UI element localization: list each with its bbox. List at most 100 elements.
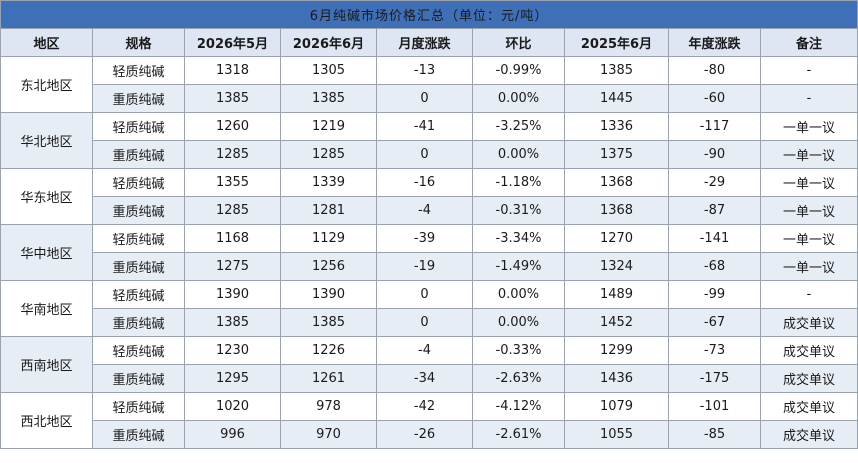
note-cell: - [759,56,858,85]
may-2026-cell: 1390 [184,280,281,309]
table-row: 重质纯碱 996 970 -26 -2.61% 1055 -85 成交单议 [1,420,858,449]
jun-2025-cell: 1368 [564,196,669,225]
yearly-change-cell: -175 [668,364,761,393]
table-row: 西南地区 轻质纯碱 1230 1226 -4 -0.33% 1299 -73 成交单议 [0,336,858,393]
monthly-change-cell: -19 [376,252,473,281]
mom-cell: -4.12% [472,392,565,421]
table-title-row: 6月纯碱市场价格汇总（单位：元/吨） [0,0,858,29]
jun-2025-cell: 1299 [564,336,669,365]
note-cell: 成交单议 [759,420,858,449]
yearly-change-cell: -68 [668,252,761,281]
note-cell: - [759,84,858,113]
yearly-change-cell: -90 [668,140,761,169]
col-header-spec: 规格 [92,28,185,57]
may-2026-cell: 1230 [184,336,281,365]
yearly-change-cell: -99 [668,280,761,309]
jun-2025-cell: 1445 [564,84,669,113]
yearly-change-cell: -87 [668,196,761,225]
mom-cell: -3.34% [472,224,565,253]
spec-cell: 重质纯碱 [92,364,185,393]
monthly-change-cell: -41 [376,112,473,141]
mom-cell: 0.00% [472,140,565,169]
mom-cell: 0.00% [472,308,565,337]
mom-cell: -0.31% [472,196,565,225]
yearly-change-cell: -85 [668,420,761,449]
jun-2025-cell: 1336 [564,112,669,141]
jun-2025-cell: 1324 [564,252,669,281]
table-row: 华北地区 轻质纯碱 1260 1219 -41 -3.25% 1336 -117 一单一议 [0,112,858,169]
table-row: 华中地区 轻质纯碱 1168 1129 -39 -3.34% 1270 -141 一单一议 [0,224,858,281]
spec-cell: 重质纯碱 [92,84,185,113]
table-row: 华南地区 轻质纯碱 1390 1390 0 0.00% 1489 -99- [0,280,858,337]
monthly-change-cell: 0 [376,140,473,169]
spec-cell: 重质纯碱 [92,196,185,225]
may-2026-cell: 1285 [184,140,281,169]
table-row: 华东地区 轻质纯碱 1355 1339 -16 -1.18% 1368 -29 一单一议 [0,168,858,225]
col-header-may-2026: 2026年5月 [184,28,281,57]
monthly-change-cell: -26 [376,420,473,449]
monthly-change-cell: -16 [376,168,473,197]
yearly-change-cell: -80 [668,56,761,85]
spec-cell: 重质纯碱 [92,308,185,337]
jun-2025-cell: 1270 [564,224,669,253]
may-2026-cell: 1318 [184,56,281,85]
table-row: 西北地区 轻质纯碱 1020 978 -42 -4.12% 1079 -101 成交单议 [0,392,858,449]
table-row: 东北地区 轻质纯碱 1318 1305 -13 -0.99% 1385 -80- [0,56,858,113]
spec-cell: 重质纯碱 [92,420,185,449]
jun-2026-cell: 1385 [280,84,377,113]
table-header-row: 地区 规格 2026年5月 2026年6月 月度涨跌 环比 2025年6月 年度… [0,28,858,57]
yearly-change-cell: -141 [668,224,761,253]
note-cell: 一单一议 [759,196,858,225]
col-header-jun-2025: 2025年6月 [564,28,669,57]
jun-2026-cell: 1281 [280,196,377,225]
jun-2026-cell: 1219 [280,112,377,141]
monthly-change-cell: -42 [376,392,473,421]
jun-2025-cell: 1385 [564,56,669,85]
mom-cell: -2.63% [472,364,565,393]
jun-2025-cell: 1375 [564,140,669,169]
jun-2025-cell: 1436 [564,364,669,393]
jun-2026-cell: 1390 [280,280,377,309]
may-2026-cell: 996 [184,420,281,449]
spec-cell: 轻质纯碱 [92,280,185,309]
table-row: 重质纯碱 1275 1256 -19 -1.49% 1324 -68 一单一议 [1,252,858,281]
spec-cell: 轻质纯碱 [92,392,185,421]
mom-cell: -1.18% [472,168,565,197]
mom-cell: -0.33% [472,336,565,365]
may-2026-cell: 1260 [184,112,281,141]
mom-cell: -0.99% [472,56,565,85]
may-2026-cell: 1020 [184,392,281,421]
table-row: 重质纯碱 1385 1385 0 0.00% 1445 -60- [1,84,858,113]
jun-2025-cell: 1489 [564,280,669,309]
note-cell: 一单一议 [759,224,858,253]
table-row: 重质纯碱 1285 1281 -4 -0.31% 1368 -87 一单一议 [1,196,858,225]
spec-cell: 轻质纯碱 [92,56,185,85]
monthly-change-cell: -4 [376,336,473,365]
note-cell: 成交单议 [759,364,858,393]
monthly-change-cell: 0 [376,308,473,337]
note-cell: - [759,280,858,309]
region-cell: 华南地区 [0,280,93,337]
spec-cell: 轻质纯碱 [92,168,185,197]
jun-2025-cell: 1368 [564,168,669,197]
spec-cell: 重质纯碱 [92,140,185,169]
jun-2025-cell: 1452 [564,308,669,337]
col-header-mom: 环比 [472,28,565,57]
jun-2026-cell: 1285 [280,140,377,169]
yearly-change-cell: -117 [668,112,761,141]
note-cell: 成交单议 [759,392,858,421]
col-header-region: 地区 [0,28,93,57]
mom-cell: -2.61% [472,420,565,449]
col-header-monthly-change: 月度涨跌 [376,28,473,57]
may-2026-cell: 1385 [184,308,281,337]
region-cell: 东北地区 [0,56,93,113]
note-cell: 成交单议 [759,308,858,337]
jun-2026-cell: 1385 [280,308,377,337]
region-cell: 西南地区 [0,336,93,393]
mom-cell: -3.25% [472,112,565,141]
may-2026-cell: 1285 [184,196,281,225]
monthly-change-cell: -13 [376,56,473,85]
mom-cell: 0.00% [472,84,565,113]
yearly-change-cell: -29 [668,168,761,197]
